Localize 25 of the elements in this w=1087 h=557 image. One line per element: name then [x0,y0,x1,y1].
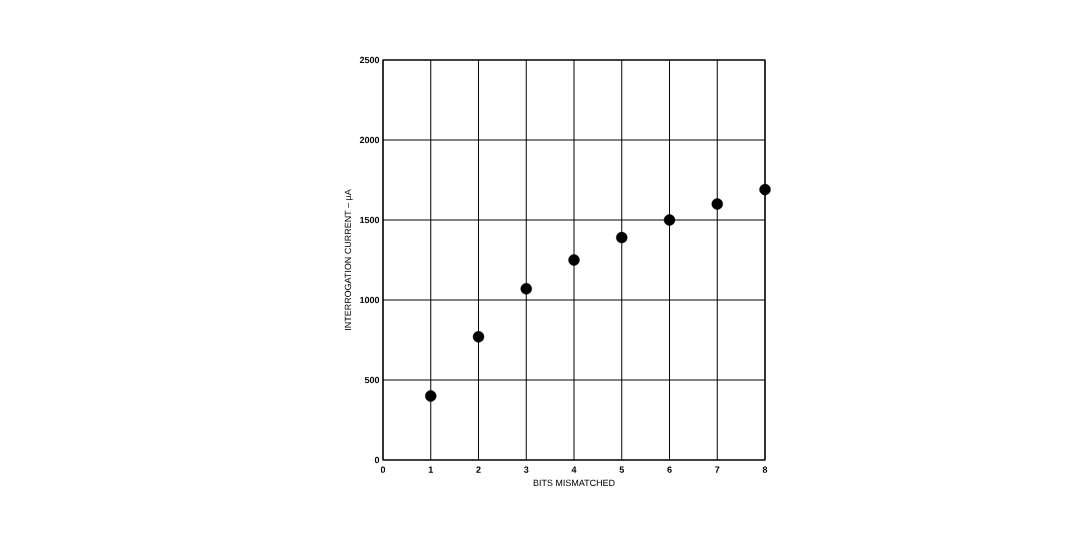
y-tick-label: 2000 [359,136,380,144]
point [663,214,676,226]
x-tick-label: 1 [428,466,433,473]
y-axis-title: INTERROGATION CURRENT – μA [344,189,353,330]
x-tick-label: 6 [667,466,672,473]
point [520,283,532,295]
x-tick-label: 3 [523,466,529,473]
point [711,198,723,210]
x-tick-label: 2 [476,466,481,473]
x-tick-label: 8 [762,466,768,473]
point [616,231,628,244]
x-axis-title: BITS MISMATCHED [533,479,615,487]
point [568,254,580,266]
point [472,331,485,343]
x-tick-label: 5 [619,466,624,473]
x-tick-label: 4 [571,466,577,473]
y-tick-label: 1500 [360,216,380,224]
y-tick-label: 500 [364,376,380,384]
x-tick-label: 7 [715,466,720,473]
x-tick-label: 0 [380,466,386,473]
y-tick-label: 1000 [360,296,380,304]
point [759,183,771,196]
y-tick-label: 0 [374,456,380,464]
y-tick-label: 2500 [359,56,380,64]
point [425,390,437,402]
